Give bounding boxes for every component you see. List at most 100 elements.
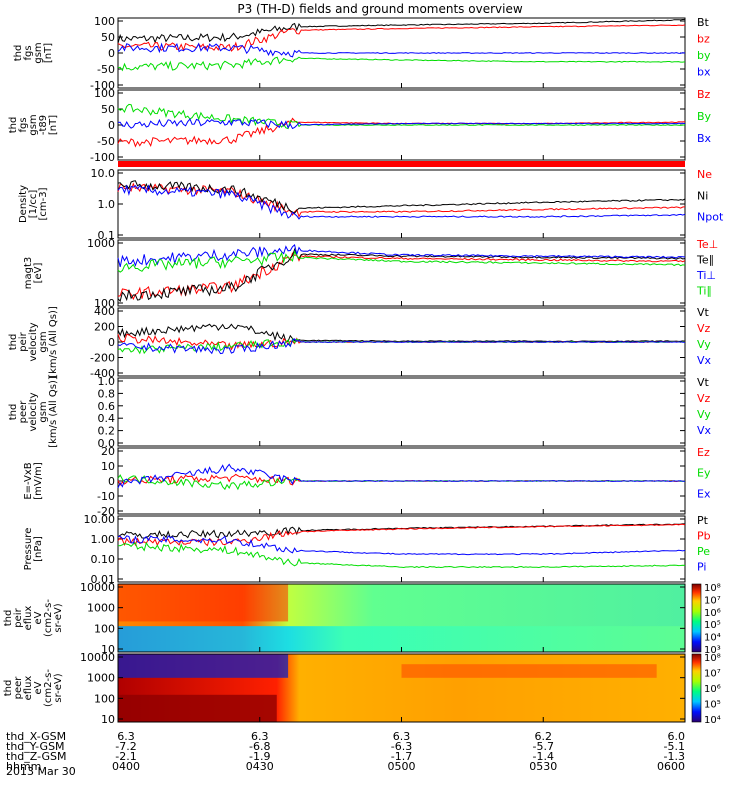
- y-tick-label: 1.0: [98, 198, 116, 211]
- footer: thd_X-GSM 6.3 6.3 6.3 6.2 6.0 thd_Y-GSM -7.2 -6.…: [6, 730, 685, 778]
- y-tick-label: -50: [97, 63, 115, 76]
- legend-vt: Vt: [697, 306, 710, 319]
- legend-vz: Vz: [697, 392, 711, 405]
- y-tick-label: 200: [94, 321, 115, 334]
- y-tick-label: 1000: [87, 237, 115, 250]
- legend-by: by: [697, 49, 711, 62]
- y-axis-label-line: velocity: [28, 322, 39, 361]
- ephemeris-value: 0530: [529, 760, 557, 773]
- colorbar-tick-label: 10⁷: [704, 669, 721, 680]
- spectrogram-hot-region: [118, 584, 289, 622]
- legend-bx: Bx: [697, 132, 712, 145]
- y-axis-label-line: gsm: [33, 42, 44, 63]
- ephemeris-value: -2.1: [115, 750, 136, 763]
- ephemeris-label: thd_Y-GSM: [6, 740, 65, 753]
- legend-bt: Bt: [697, 16, 710, 29]
- panel-density: 10.0 1.0 0.1 Density[1/cc][cm-3] Ne Ni Npot: [18, 167, 724, 242]
- series-line-bz: [117, 24, 686, 52]
- legend-vx: Vx: [697, 354, 712, 367]
- legend-vy: Vy: [697, 408, 711, 421]
- y-axis-label-line: [eV]: [33, 263, 44, 284]
- y-axis-label-line: thd: [13, 45, 24, 62]
- y-tick-label: 0.4: [98, 412, 116, 425]
- ephemeris-label: hhmm: [6, 760, 41, 773]
- y-axis-label: thdfgsgsm-t89[nT]: [8, 114, 59, 135]
- y-tick-label: 10.0: [91, 167, 116, 180]
- panel-temperature: 1000 100 magt3[eV] Te⊥ Te∥ Ti⊥ Ti∥: [23, 237, 718, 310]
- ephemeris-label: thd_Z-GSM: [6, 750, 66, 763]
- series-line-ti: [117, 250, 686, 273]
- y-tick-label: -200: [90, 352, 115, 365]
- y-axis-label-line: eV: [33, 611, 44, 624]
- y-axis-label: Density[1/cc][cm-3]: [18, 185, 49, 223]
- colorbar-tick-label: 10⁸: [704, 583, 721, 594]
- ephemeris-value: 6.3: [117, 730, 135, 743]
- y-axis-label-line: -t89: [38, 115, 49, 135]
- y-axis-label-line: thd: [8, 117, 19, 134]
- y-tick-label: 100: [94, 622, 115, 635]
- y-axis-label-line: thd: [3, 680, 14, 697]
- y-tick-label: 10: [101, 460, 115, 473]
- legend-by: By: [697, 110, 712, 123]
- legend-ne: Ne: [697, 168, 712, 181]
- ephemeris-value: 6.3: [251, 730, 269, 743]
- ephemeris-value: 6.3: [393, 730, 411, 743]
- y-tick-label: 10: [101, 713, 115, 726]
- y-tick-label: -100: [90, 151, 115, 164]
- y-tick-label: 100: [94, 692, 115, 705]
- y-axis-label-line: velocity: [28, 392, 39, 431]
- panel-fgs: 100 50 0 -50 -100 thdfgsgsm[nT] Bt bz by bx: [13, 15, 711, 92]
- y-axis-label: thdpeirvelocitygsm[km/s (All Qs)]: [8, 306, 59, 378]
- y-axis-label-line: [1/cc]: [28, 190, 39, 219]
- y-tick-label: 0.01: [91, 573, 116, 586]
- ephemeris-value: -5.1: [664, 740, 685, 753]
- y-axis-label-line: eflux: [23, 676, 34, 701]
- ephemeris-label: thd_X-GSM: [6, 730, 66, 743]
- y-tick-label: 400: [94, 305, 115, 318]
- series-line-bx: [117, 118, 686, 130]
- y-tick-label: 0: [108, 475, 115, 488]
- y-axis-label-line: Density: [18, 185, 29, 223]
- series-line-pe: [117, 541, 686, 569]
- legend-pb: Pb: [697, 530, 711, 543]
- y-tick-label: 0: [108, 336, 115, 349]
- panel-peer-velocity: 1.00.80.60.40.20.0 thdpeervelocitygsm[km/…: [8, 375, 712, 450]
- y-tick-label: 10000: [80, 581, 115, 594]
- y-axis-label-line: [cm-3]: [38, 187, 49, 220]
- y-axis-label-line: thd: [3, 610, 14, 627]
- colorbar-tick-label: 10⁵: [704, 700, 721, 711]
- legend-ey: Ey: [697, 467, 711, 480]
- legend-npot: Npot: [697, 211, 724, 224]
- series-line-bz: [117, 117, 686, 148]
- y-axis-label-line: peir: [13, 607, 24, 627]
- y-axis-label-line: sr-eV): [53, 603, 64, 632]
- y-tick-label: 0.10: [91, 553, 116, 566]
- y-tick-label: 1000: [87, 672, 115, 685]
- y-axis-label-line: [km/s (All Qs)]: [48, 306, 59, 378]
- y-axis-label-line: eflux: [23, 606, 34, 631]
- y-tick-label: 1000: [87, 602, 115, 615]
- y-tick-label: 0.8: [98, 387, 116, 400]
- y-axis-label: E=-VxB[mV/m]: [23, 462, 44, 500]
- panel-frame: [117, 169, 686, 239]
- legend-pi: Pi: [697, 561, 706, 574]
- series-line-by: [117, 56, 686, 72]
- y-axis-label-line: [nPa]: [33, 536, 44, 562]
- ephemeris-value: 0430: [246, 760, 274, 773]
- colorbar-scale: [691, 653, 702, 723]
- y-tick-label: 1.0: [98, 375, 116, 388]
- ephemeris-value: -6.3: [391, 740, 412, 753]
- colorbar-tick-label: 10⁴: [704, 715, 721, 726]
- y-axis-label-line: thd: [8, 334, 19, 351]
- colorbar-scale: [691, 583, 702, 653]
- series-line-te: [117, 247, 686, 303]
- y-axis-label: thdfgsgsm[nT]: [13, 42, 54, 63]
- series-line-ti: [117, 243, 686, 268]
- spectrogram-mid-band: [401, 664, 657, 678]
- mode-bar: [118, 161, 685, 167]
- date-label: 2013 Mar 30: [6, 765, 76, 778]
- y-tick-label: 0.2: [98, 425, 116, 438]
- y-tick-label: -50: [97, 135, 115, 148]
- legend-vz: Vz: [697, 322, 711, 335]
